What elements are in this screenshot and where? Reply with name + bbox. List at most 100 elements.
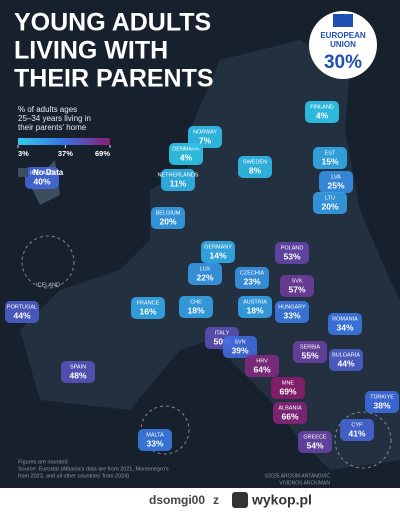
legend-bar xyxy=(18,138,110,145)
site-name: wykop.pl xyxy=(251,492,312,508)
legend-tick-label: 3% xyxy=(18,149,29,158)
region-value: 44% xyxy=(13,310,30,320)
region xyxy=(271,377,305,399)
region-value: 20% xyxy=(321,201,338,211)
region-name: BULGARIA xyxy=(332,352,360,358)
badge-label: UNION xyxy=(330,40,356,49)
region xyxy=(280,275,314,297)
region xyxy=(298,431,332,453)
region-value: 22% xyxy=(196,272,213,282)
region xyxy=(223,336,257,358)
footer-credit: VOIDNOS ARCKIMAN xyxy=(279,480,330,486)
footer-credit: ©2025 ARCKIM ANTANOVIĆ xyxy=(265,472,331,479)
region-name: LUX xyxy=(200,266,211,272)
title-line: THEIR PARENTS xyxy=(14,65,214,93)
region-value: 4% xyxy=(316,110,329,120)
region xyxy=(328,313,362,335)
footer-note: from 2023, and all other countries' from… xyxy=(18,473,129,479)
region-name: CYP xyxy=(351,422,363,428)
region xyxy=(340,419,374,441)
region-name: PORTUGAL xyxy=(7,304,37,310)
region-value: 54% xyxy=(306,440,323,450)
title-line: YOUNG ADULTS xyxy=(14,9,211,37)
region-name: ALBANIA xyxy=(278,405,302,411)
region-value: 40% xyxy=(33,176,50,186)
region-value: 8% xyxy=(249,165,262,175)
region-name: SPAIN xyxy=(70,364,86,370)
region xyxy=(169,143,203,165)
badge-label: EUROPEAN xyxy=(320,31,366,40)
site-logo xyxy=(232,492,248,508)
region xyxy=(275,242,309,264)
region xyxy=(188,263,222,285)
region-name: ROMANIA xyxy=(332,316,358,322)
region-value: 25% xyxy=(327,180,344,190)
region xyxy=(5,301,39,323)
region-value: 33% xyxy=(283,310,300,320)
legend-tick-label: 69% xyxy=(95,149,110,158)
eu-flag xyxy=(333,14,353,27)
region xyxy=(151,207,185,229)
region xyxy=(329,349,363,371)
region-value: 16% xyxy=(139,306,156,316)
region xyxy=(293,341,327,363)
region xyxy=(201,241,235,263)
region-name: ITALY xyxy=(215,330,230,336)
region-name: SERBIA xyxy=(300,344,321,350)
username: dsomgi00 xyxy=(149,493,205,507)
region-name: GERMANY xyxy=(204,244,232,250)
region-value: 41% xyxy=(348,428,365,438)
region-name: CHE xyxy=(190,299,202,305)
region-name: BELGIUM xyxy=(156,210,181,216)
iceland-inset xyxy=(21,235,75,289)
region-value: 14% xyxy=(209,250,226,260)
region xyxy=(238,156,272,178)
region-value: 55% xyxy=(301,350,318,360)
region-value: 44% xyxy=(337,358,354,368)
region-value: 15% xyxy=(321,156,338,166)
legend-title: their parents' home xyxy=(18,123,87,132)
region-name: ICELAND xyxy=(36,282,60,288)
legend-tick-label: 37% xyxy=(58,149,73,158)
cyprus-inset xyxy=(334,411,392,469)
region xyxy=(273,402,307,424)
region-name: SWEDEN xyxy=(243,159,267,165)
region xyxy=(313,192,347,214)
region-name: FRANCE xyxy=(137,300,160,306)
region-value: 20% xyxy=(159,216,176,226)
region-value: 33% xyxy=(146,438,163,448)
region-name: SVK xyxy=(291,278,302,284)
region xyxy=(188,126,222,148)
region-value: 53% xyxy=(283,251,300,261)
region-value: 11% xyxy=(170,178,187,188)
region-value: 4% xyxy=(180,152,193,162)
region xyxy=(179,296,213,318)
region xyxy=(319,171,353,193)
footer-note: Source: Eurostat (Albania's data are fro… xyxy=(18,466,169,472)
region-name: HUNGARY xyxy=(278,304,306,310)
region-value: 64% xyxy=(253,364,270,374)
legend-title: 25–34 years living in xyxy=(18,114,91,123)
region xyxy=(313,147,347,169)
region-name: NETHERLANDS xyxy=(158,172,199,178)
region xyxy=(131,297,165,319)
region xyxy=(305,101,339,123)
region xyxy=(245,355,279,377)
region-name: LTU xyxy=(325,195,335,201)
layer: IRELAND40%PORTUGAL44%SPAIN48%FRANCE16%BE… xyxy=(5,101,399,453)
region xyxy=(275,301,309,323)
bottom-bar xyxy=(0,488,400,513)
region xyxy=(138,429,172,451)
region xyxy=(235,267,269,289)
no-data-label: No Data xyxy=(33,168,64,177)
region-value: 50% xyxy=(213,336,230,346)
region-name: MNE xyxy=(282,380,295,386)
region-name: POLAND xyxy=(281,245,304,251)
region-name: DENMARK xyxy=(172,146,200,152)
region xyxy=(25,167,59,189)
region-name: SVN xyxy=(234,339,245,345)
region-name: MALTA xyxy=(146,432,164,438)
separator: z xyxy=(213,493,219,507)
region-value: 38% xyxy=(373,400,390,410)
